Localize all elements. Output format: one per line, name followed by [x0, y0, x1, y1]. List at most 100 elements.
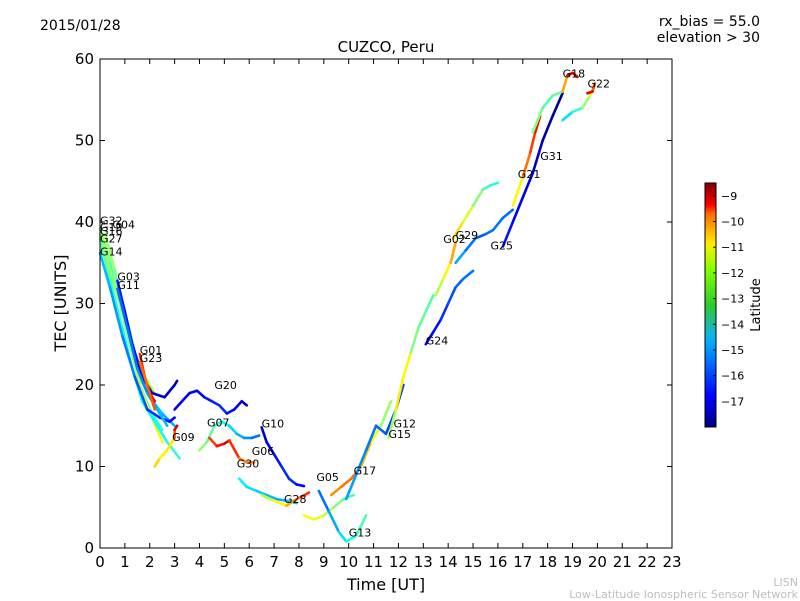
trace-segment: [168, 416, 176, 423]
trace-segment: [116, 287, 129, 330]
trace-segment: [133, 375, 149, 411]
trace-segment: [292, 495, 303, 503]
trace-segment: [208, 436, 219, 448]
trace-segment: [439, 302, 450, 322]
trace-segment: [136, 367, 149, 395]
trace-segment: [521, 171, 535, 199]
x-tick-label: 23: [662, 553, 681, 571]
x-tick-label: 14: [439, 553, 458, 571]
x-tick-label: 11: [364, 553, 383, 571]
prn-label: G07: [207, 417, 230, 430]
trace-segment: [145, 383, 157, 411]
trace-segment: [464, 237, 477, 252]
trace-segment: [210, 399, 221, 407]
prn-label: G06: [252, 445, 275, 458]
trace-segment: [454, 277, 465, 289]
trace-segment: [108, 285, 124, 338]
trace-segment: [218, 404, 229, 415]
trace-segment: [158, 448, 169, 460]
trace-segment: [265, 440, 276, 456]
prn-label: G29: [456, 229, 479, 242]
trace-g17: [329, 399, 393, 497]
trace-segment: [295, 483, 306, 488]
trace-segment: [474, 232, 487, 240]
trace-segment: [173, 399, 184, 411]
trace-segment: [287, 477, 298, 486]
trace-segment: [203, 395, 214, 403]
trace-g20: [173, 389, 249, 415]
colorbar-tick-label: −15: [721, 344, 744, 357]
x-axis: 0 1 2 3 4 5 6 7 8 9 10 11 12 13 14 15 16 17 18 19 20 21 22 23: [95, 59, 682, 571]
colorbar-tick-label: −12: [721, 267, 744, 280]
trace-segment: [337, 530, 348, 543]
trace-segment: [586, 90, 594, 95]
prn-label: G23: [140, 352, 163, 365]
prn-label: G14: [100, 245, 123, 258]
x-axis-label: Time [UT]: [346, 575, 425, 594]
trace-segment: [228, 424, 239, 436]
trace-segment: [317, 489, 331, 513]
trace-segment: [359, 440, 373, 468]
trace-g25: [454, 208, 515, 265]
x-tick-label: 8: [294, 553, 304, 571]
prn-label: G31: [540, 150, 563, 163]
trace-segment: [260, 493, 276, 503]
prn-label: G18: [563, 68, 586, 81]
date-label: 2015/01/28: [40, 18, 121, 34]
trace-segment: [511, 196, 525, 224]
tec-traces: [98, 71, 597, 543]
credit-line-2: Low-Latitude Ionospheric Sensor Network: [569, 588, 798, 601]
trace-segment: [446, 285, 457, 305]
trace-segment: [198, 440, 209, 452]
trace-segment: [387, 408, 398, 440]
trace-segment: [160, 412, 176, 428]
trace-segment: [215, 442, 226, 448]
trace-segment: [237, 457, 249, 464]
trace-segment: [332, 497, 346, 509]
trace-segment: [153, 420, 169, 444]
trace-segment: [121, 334, 137, 379]
trace-segment: [150, 391, 166, 399]
x-tick-label: 12: [389, 553, 408, 571]
trace-segment: [163, 383, 176, 399]
trace-segment: [255, 489, 268, 497]
trace-segment: [374, 424, 388, 436]
trace-segment: [364, 424, 378, 452]
trace-segment: [126, 326, 139, 371]
trace-g18: [531, 71, 579, 134]
trace-segment: [275, 497, 288, 503]
trace-g06: [237, 477, 298, 505]
prn-label: G03: [117, 271, 140, 284]
prn-label: G17: [354, 465, 377, 478]
trace-segment: [511, 175, 525, 207]
trace-segment: [138, 360, 149, 387]
x-tick-label: 16: [488, 553, 507, 571]
colorbar-ticks: −9 −10 −11 −12 −13 −14 −15 −16 −17: [713, 190, 744, 408]
trace-g23: [138, 360, 157, 411]
prn-label: G11: [117, 279, 140, 292]
trace-g28: [260, 491, 311, 507]
trace-g09: [153, 424, 179, 468]
trace-segment: [213, 420, 224, 428]
colorbar-tick-label: −16: [721, 370, 744, 383]
prn-label: G09: [172, 431, 195, 444]
trace-segment: [300, 491, 311, 498]
trace-segment: [354, 448, 368, 476]
x-tick-label: 3: [170, 553, 180, 571]
trace-segment: [329, 485, 343, 497]
prn-label: G16: [100, 225, 123, 238]
trace-segment: [434, 277, 445, 297]
trace-segment: [541, 94, 554, 110]
x-tick-label: 22: [638, 553, 657, 571]
trace-segment: [98, 251, 112, 289]
trace-g31: [501, 91, 564, 248]
prn-label: G19: [100, 221, 123, 234]
trace-segment: [461, 204, 475, 224]
plot-frame: [99, 58, 673, 549]
trace-segment: [561, 110, 574, 122]
trace-segment: [145, 408, 161, 419]
trace-segment: [103, 232, 117, 273]
trace-segment: [195, 389, 206, 399]
